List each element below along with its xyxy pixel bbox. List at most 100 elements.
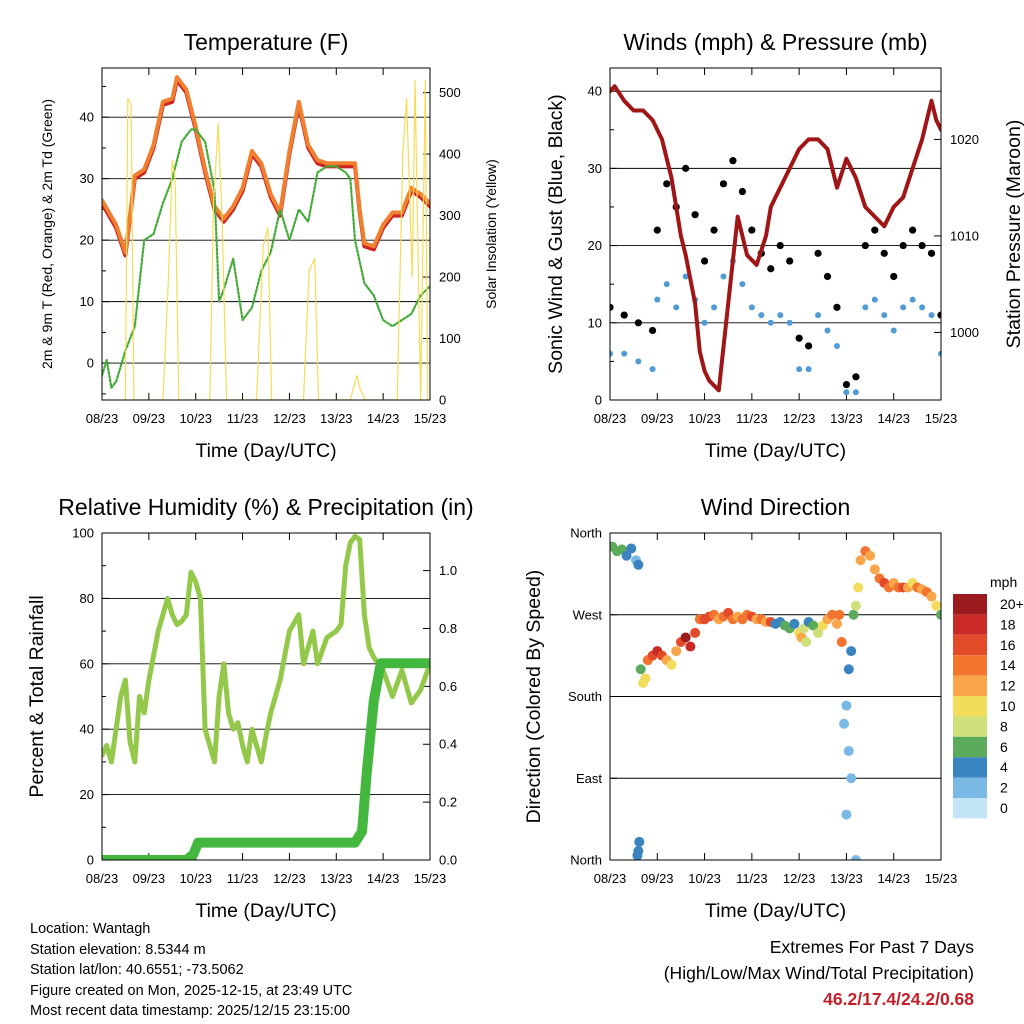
legend-swatch [953,614,987,635]
data-point [682,164,690,172]
data-point [833,303,841,311]
data-point [777,312,784,319]
data-point [680,632,691,643]
data-point [719,180,728,188]
data-point [682,273,689,280]
chart-panel-3: Relative Humidity (%) & Precipitation (i… [26,494,474,922]
data-point [848,609,859,620]
y-tick-label: 0 [87,356,94,371]
legend-label: 4 [1000,759,1008,775]
y2-tick-label: 0.0 [439,853,457,868]
data-point [685,641,696,652]
data-point [796,366,803,373]
x-tick-label: 10/23 [688,411,721,426]
data-point [635,358,642,365]
y-tick-label: East [576,771,602,786]
x-tick-label: 11/23 [736,411,768,426]
y2-tick-label: 300 [439,208,461,223]
data-point [635,664,646,675]
legend-swatch [953,696,987,717]
data-point [843,664,854,675]
data-point [795,334,803,342]
data-point [862,304,869,311]
x-tick-label: 11/23 [736,871,768,886]
legend-swatch [953,716,987,737]
y-tick-label: 100 [72,526,94,541]
data-point [926,591,937,602]
y-tick-label: North [570,853,602,868]
legend-label: 0 [1000,800,1008,816]
data-point [890,327,897,334]
y-tick-label: 30 [588,161,602,176]
y2-tick-label: 0.8 [439,621,457,636]
x-tick-label: 11/23 [227,871,259,886]
data-point [649,366,656,373]
data-point [871,296,878,303]
x-tick-label: 08/23 [594,871,627,886]
data-point [827,609,838,620]
data-point [909,296,916,303]
data-point [938,350,941,357]
data-point [720,273,727,280]
data-point [786,257,794,265]
data-point [610,303,614,311]
data-point [666,659,677,670]
data-point [843,389,850,396]
chart-panel-1: Temperature (F) Time (Day/UTC) 2m & 9m T (… [39,29,499,462]
data-point [880,249,888,257]
x-tick-label: 15/23 [925,871,958,886]
data-point [823,272,832,281]
legend-label: 6 [1000,739,1008,755]
x-tick-label: 12/23 [273,411,306,426]
y2-tick-label: 1000 [950,325,979,340]
y-tick-label: North [570,526,602,541]
data-point [621,550,632,561]
y2-axis-label: Solar Insolation (Yellow) [483,159,499,309]
y2-tick-label: 0.6 [439,679,457,694]
data-point [931,600,941,611]
data-point [918,241,926,250]
elevation-text: Station elevation: 8.5344 m [30,941,206,958]
data-point [805,342,813,350]
data-point [900,304,907,311]
y2-tick-label: 0.2 [439,795,457,810]
chart-title: Temperature (F) [184,29,349,55]
x-tick-label: 13/23 [320,411,353,426]
data-point [909,226,917,234]
plot-frame [609,67,942,401]
data-point [654,296,661,303]
data-point [789,618,800,629]
data-point [842,380,851,389]
data-point [852,373,860,381]
station-info: Location: Wantagh Station elevation: 8.5… [30,919,352,1022]
legend-title: mph [990,574,1017,590]
y-axis-label: Percent & Total Rainfall [26,595,48,797]
plot-frame [101,532,431,861]
data-point [640,673,651,684]
series-group [610,541,941,860]
data-point [786,319,793,326]
legend-label: 2 [1000,780,1008,796]
y2-tick-label: 400 [439,147,461,162]
data-point [634,319,642,327]
y-tick-label: 30 [80,171,94,186]
extremes-subtitle: (High/Low/Max Wind/Total Precipitation) [663,963,974,983]
y2-tick-label: 100 [439,331,461,346]
series-group [610,84,941,396]
x-tick-label: 09/23 [641,871,674,886]
data-point [855,555,866,566]
x-tick-label: 09/23 [641,411,674,426]
legend-swatch [953,736,987,758]
y-tick-label: 80 [80,591,94,606]
data-point [633,559,644,570]
data-point [626,543,637,554]
data-point [767,319,774,326]
series-line-relative-humidity [102,533,430,765]
data-point [936,609,941,620]
recent-text: Most recent data timestamp: 2025/12/15 2… [30,1003,351,1019]
x-tick-label: 10/23 [179,411,212,426]
extremes-values: 46.2/17.4/24.2/0.68 [823,989,974,1009]
chart-panel-2: Winds (mph) & Pressure (mb) Time (Day/UTC… [545,29,1024,462]
data-point [919,304,926,311]
x-axis-label: Time (Day/UTC) [705,440,846,462]
